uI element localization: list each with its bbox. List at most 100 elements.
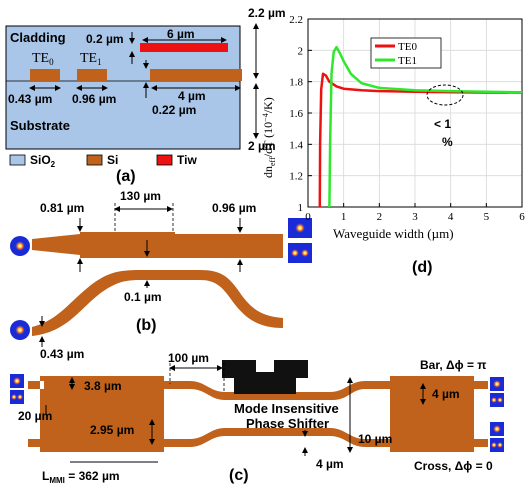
phase-arm-bottom — [164, 428, 390, 447]
phase-shifter-label-1: Mode Insensitive — [234, 401, 339, 416]
y-tick-label: 1.4 — [289, 139, 303, 151]
dim-0-96: 0.96 µm — [72, 92, 116, 106]
panel-a: Cladding Substrate TE0 TE1 0.2 µm 6 µm 2… — [5, 6, 286, 185]
panel-b: 0.81 µm 130 µm 0.96 µm 0.1 µm 0.43 µm (b… — [10, 189, 312, 361]
y-tick-label: 1 — [298, 202, 304, 214]
mode-c-cross-2-spot-1 — [491, 442, 497, 448]
cross-label: Cross, Δϕ = 0 — [414, 459, 493, 473]
mode-profile-b-out-bottom — [288, 243, 312, 263]
chart-legend — [370, 37, 442, 69]
y-tick-label: 1.2 — [289, 171, 303, 183]
chart-y-axis-label: dneff/dT (10−4/K) — [261, 97, 277, 178]
dim-2: 2 µm — [248, 139, 276, 153]
dim-4: 4 µm — [178, 89, 206, 103]
chart-x-axis-label: Waveguide width (µm) — [333, 226, 454, 241]
x-tick-label: 5 — [484, 211, 490, 223]
heater-notch — [256, 360, 274, 372]
bend-coupler-waveguide — [32, 270, 283, 336]
series-line-te1 — [328, 45, 523, 208]
output-waveguide-top — [474, 381, 488, 389]
mode-c-cross-2-spot-2 — [497, 442, 503, 448]
mode-c-in-1-spot — [13, 377, 21, 385]
mode-profile-b-out-top-spot — [295, 223, 305, 233]
output-waveguide-bottom — [474, 439, 488, 447]
bar-label: Bar, Δϕ = π — [420, 358, 487, 372]
dim-c-3-8: 3.8 µm — [84, 379, 122, 393]
mode-profile-b-in-top-spot — [15, 241, 25, 251]
dim-b-0-43: 0.43 µm — [40, 347, 84, 361]
dim-c-4-right: 4 µm — [432, 387, 460, 401]
cladding-label: Cladding — [10, 30, 66, 45]
legend-tiw-swatch — [156, 154, 173, 166]
series-line-te0 — [318, 72, 523, 208]
x-tick-label: 4 — [448, 211, 454, 223]
mmi-left-port-bottom — [28, 439, 40, 447]
legend-te1-label: TE1 — [398, 55, 417, 67]
x-tick-label: 1 — [341, 211, 347, 223]
tiw-heater — [140, 43, 228, 52]
dim-b-0-81: 0.81 µm — [40, 201, 84, 215]
mode-c-bar-2-spot-2 — [497, 397, 503, 403]
chart-ticks: 0 1 2 3 4 5 611.21.41.61.822.2 — [289, 14, 525, 223]
te0-label: TE0 — [32, 51, 54, 67]
taper-waveguide — [32, 232, 283, 258]
mode-c-cross-1-spot — [493, 425, 501, 433]
mmi-left-port-top — [28, 381, 40, 389]
mode-c-in-2-spot-2 — [17, 394, 23, 400]
legend-tiw-label: Tiw — [177, 153, 197, 167]
legend-sio2-swatch — [9, 154, 26, 166]
y-tick-label: 1.8 — [289, 77, 303, 89]
phase-shifter-label-2: Phase Shifter — [246, 416, 329, 431]
lmmi-label: LMMI = 362 µm — [42, 469, 120, 485]
dim-0-43: 0.43 µm — [8, 92, 52, 106]
panel-d-chart: 0 1 2 3 4 5 611.21.41.61.822.2 Waveguide width… — [261, 14, 525, 276]
dim-c-2-95: 2.95 µm — [90, 423, 134, 437]
dim-c-4-bottom: 4 µm — [316, 457, 344, 471]
mode-profile-b-out-bottom-spot-1 — [291, 249, 299, 257]
x-tick-label: 2 — [377, 211, 383, 223]
phase-arm-top — [164, 381, 390, 400]
chart-annotation-ellipse — [426, 84, 464, 106]
mode-profile-b-in-bottom-spot — [15, 325, 25, 335]
caption-b: (b) — [136, 317, 156, 334]
substrate-label: Substrate — [10, 118, 70, 133]
panel-c: 100 µm 3.8 µm 20 µm 2.95 µm Mode Insensi… — [10, 351, 504, 485]
legend-te0-label: TE0 — [398, 41, 417, 53]
legend-sio2-label: SiO2 — [30, 153, 56, 169]
wide-waveguide — [150, 69, 242, 81]
dim-b-0-1: 0.1 µm — [124, 290, 162, 304]
legend-si-label: Si — [107, 153, 118, 167]
dim-c-100: 100 µm — [168, 351, 209, 365]
te1-waveguide — [77, 69, 107, 81]
dim-0-22: 0.22 µm — [152, 103, 196, 117]
te0-waveguide — [30, 69, 60, 81]
mode-c-bar-1-spot — [493, 380, 501, 388]
caption-d: (d) — [412, 259, 432, 276]
mmi-right — [390, 376, 474, 452]
dim-b-130: 130 µm — [120, 189, 161, 203]
chart-annotation-line2: % — [442, 135, 453, 149]
chart-annotation-line1: < 1 — [434, 117, 451, 131]
caption-a: (a) — [116, 168, 136, 185]
mode-c-bar-2-spot-1 — [491, 397, 497, 403]
mode-c-in-2-spot-1 — [11, 394, 17, 400]
dim-c-20: 20 µm — [18, 409, 52, 423]
dim-b-0-96: 0.96 µm — [212, 201, 256, 215]
caption-c: (c) — [229, 467, 249, 484]
y-tick-label: 2 — [298, 45, 304, 57]
x-tick-label: 0 — [305, 211, 311, 223]
mode-profile-b-out-bottom-spot-2 — [301, 249, 309, 257]
dim-c-10: 10 µm — [358, 432, 392, 446]
dim-2-2: 2.2 µm — [248, 6, 286, 20]
mmi-left — [40, 376, 164, 452]
x-tick-label: 6 — [519, 211, 525, 223]
legend-si-swatch — [86, 154, 103, 166]
x-tick-label: 3 — [412, 211, 418, 223]
te1-label: TE1 — [80, 51, 102, 67]
y-tick-label: 2.2 — [289, 14, 303, 26]
y-tick-label: 1.6 — [289, 108, 303, 120]
chart-series — [318, 45, 523, 208]
mode-insensitive-phase-shifter-heater — [222, 360, 308, 394]
dim-0-2: 0.2 µm — [86, 32, 124, 46]
